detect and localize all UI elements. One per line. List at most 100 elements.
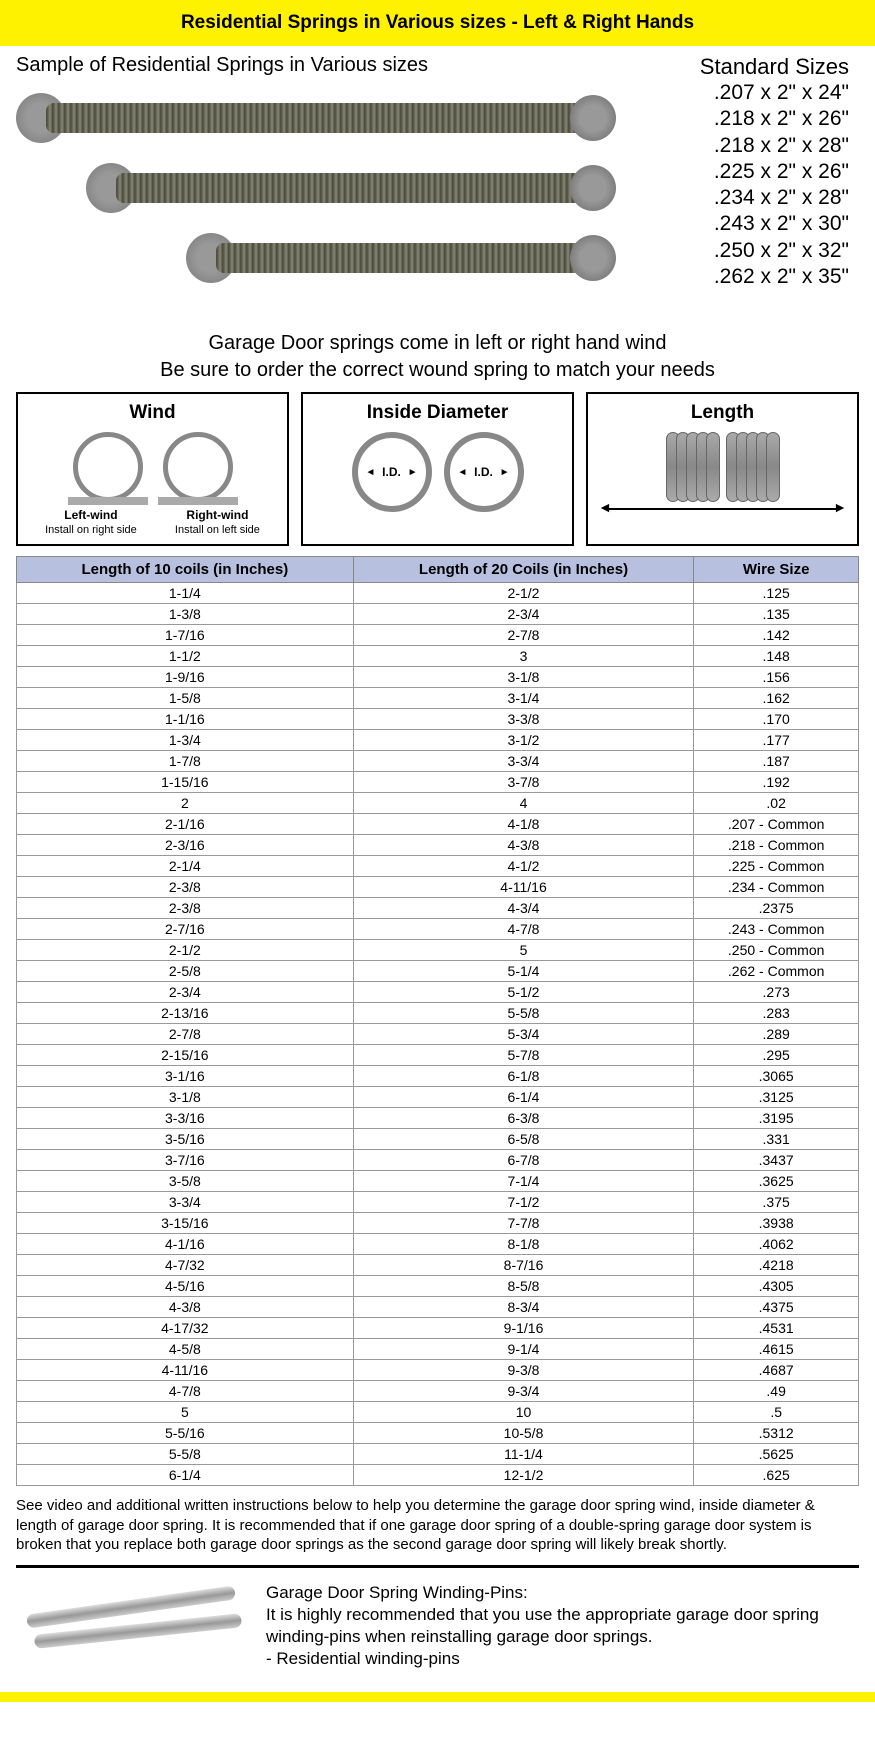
table-cell: 4-5/16 [17,1276,354,1297]
table-cell: .148 [694,646,859,667]
table-cell: 2-3/8 [17,877,354,898]
table-cell: 2-13/16 [17,1003,354,1024]
table-cell: .331 [694,1129,859,1150]
table-cell: .295 [694,1045,859,1066]
table-row: 3-5/166-5/8.331 [17,1129,859,1150]
table-row: 3-3/47-1/2.375 [17,1192,859,1213]
table-row: 5-5/1610-5/8.5312 [17,1423,859,1444]
table-cell: 1-1/16 [17,709,354,730]
page-title: Residential Springs in Various sizes - L… [0,12,875,34]
table-cell: .3437 [694,1150,859,1171]
table-cell: 2-1/2 [17,940,354,961]
diagram-id: Inside Diameter I.D. I.D. [301,392,574,546]
length-arrow [606,508,839,510]
table-row: 2-13/165-5/8.283 [17,1003,859,1024]
table-row: 2-3/164-3/8.218 - Common [17,835,859,856]
winding-pins-image [16,1582,246,1662]
table-row: 4-3/88-3/4.4375 [17,1297,859,1318]
table-row: 2-1/44-1/2.225 - Common [17,856,859,877]
table-row: 2-5/85-1/4.262 - Common [17,961,859,982]
table-cell: .3195 [694,1108,859,1129]
table-cell: 4-3/8 [353,835,694,856]
table-cell: .3938 [694,1213,859,1234]
table-cell: 9-3/8 [353,1360,694,1381]
id-circle-2: I.D. [444,432,524,512]
table-row: 4-5/168-5/8.4305 [17,1276,859,1297]
table-cell: 4-11/16 [353,877,694,898]
table-cell: 8-5/8 [353,1276,694,1297]
table-cell: 2-3/16 [17,835,354,856]
table-cell: 6-1/4 [17,1465,354,1486]
table-cell: .4531 [694,1318,859,1339]
table-cell: 6-1/8 [353,1066,694,1087]
table-cell: 3-3/8 [353,709,694,730]
table-cell: 3-7/16 [17,1150,354,1171]
table-row: 3-1/86-1/4.3125 [17,1087,859,1108]
table-cell: 5-5/8 [17,1444,354,1465]
table-cell: 3-1/8 [17,1087,354,1108]
table-cell: 3-3/4 [17,1192,354,1213]
table-cell: 4-11/16 [17,1360,354,1381]
table-cell: 2-15/16 [17,1045,354,1066]
table-row: 1-9/163-1/8.156 [17,667,859,688]
table-cell: 8-3/4 [353,1297,694,1318]
table-row: 1-1/23.148 [17,646,859,667]
table-cell: 5-5/16 [17,1423,354,1444]
table-cell: 7-1/2 [353,1192,694,1213]
table-cell: 5-7/8 [353,1045,694,1066]
table-cell: .2375 [694,898,859,919]
wind-title: Wind [26,402,279,424]
note-line-2: Be sure to order the correct wound sprin… [16,359,859,382]
table-cell: 4-7/32 [17,1255,354,1276]
table-row: 1-15/163-7/8.192 [17,772,859,793]
table-cell: 3-3/16 [17,1108,354,1129]
table-cell: .207 - Common [694,814,859,835]
table-cell: 2-7/8 [17,1024,354,1045]
table-cell: .234 - Common [694,877,859,898]
table-cell: 1-5/8 [17,688,354,709]
table-cell: 6-5/8 [353,1129,694,1150]
table-row: 1-1/42-1/2.125 [17,583,859,604]
table-cell: .3125 [694,1087,859,1108]
spring-image [186,233,616,283]
table-cell: 3 [353,646,694,667]
table-cell: .4687 [694,1360,859,1381]
table-cell: 5-3/4 [353,1024,694,1045]
table-cell: 1-1/4 [17,583,354,604]
table-cell: 8-7/16 [353,1255,694,1276]
table-row: 510.5 [17,1402,859,1423]
table-row: 2-1/164-1/8.207 - Common [17,814,859,835]
id-circle-1: I.D. [352,432,432,512]
table-cell: .49 [694,1381,859,1402]
table-cell: 7-1/4 [353,1171,694,1192]
table-row: 1-5/83-1/4.162 [17,688,859,709]
table-cell: 3-1/16 [17,1066,354,1087]
table-cell: 5-5/8 [353,1003,694,1024]
table-cell: .162 [694,688,859,709]
table-cell: 2 [17,793,354,814]
table-cell: .192 [694,772,859,793]
table-row: 2-3/45-1/2.273 [17,982,859,1003]
table-cell: 6-1/4 [353,1087,694,1108]
table-cell: 8-1/8 [353,1234,694,1255]
table-row: 1-3/82-3/4.135 [17,604,859,625]
table-cell: 2-3/4 [353,604,694,625]
table-header: Length of 20 Coils (in Inches) [353,557,694,583]
table-row: 4-7/328-7/16.4218 [17,1255,859,1276]
table-cell: .4375 [694,1297,859,1318]
table-cell: 4-7/8 [17,1381,354,1402]
table-row: 2-1/25.250 - Common [17,940,859,961]
table-cell: .5 [694,1402,859,1423]
table-cell: 4-1/8 [353,814,694,835]
table-cell: 1-9/16 [17,667,354,688]
coil-group-left [668,432,718,502]
table-cell: 5 [353,940,694,961]
right-wind-circle [163,432,233,502]
table-row: 4-7/89-3/4.49 [17,1381,859,1402]
table-cell: 5-1/4 [353,961,694,982]
table-cell: .375 [694,1192,859,1213]
table-row: 3-1/166-1/8.3065 [17,1066,859,1087]
table-row: 1-1/163-3/8.170 [17,709,859,730]
table-row: 4-5/89-1/4.4615 [17,1339,859,1360]
table-cell: 4-1/16 [17,1234,354,1255]
